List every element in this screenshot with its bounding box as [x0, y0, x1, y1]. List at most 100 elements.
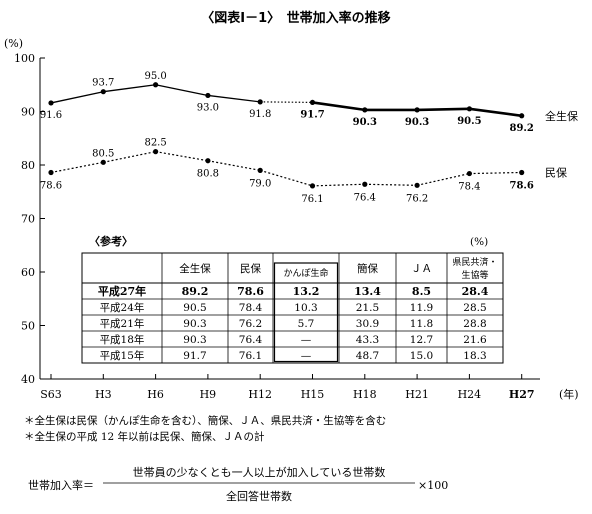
reference-table-cell: 48.7	[356, 350, 379, 362]
series-minpo-segment	[364, 183, 418, 186]
series-zenseiho-label: 93.7	[92, 78, 114, 89]
reference-table-cell: 28.5	[463, 302, 486, 314]
series-minpo-label: 78.6	[40, 180, 62, 191]
reference-table-title: 〈参考〉	[89, 234, 133, 248]
series-zenseiho-label: 91.8	[249, 109, 271, 120]
series-zenseiho-label: 89.2	[510, 123, 534, 134]
x-tick-label: H27	[509, 388, 535, 401]
series-zenseiho-point	[100, 89, 106, 95]
chart-title: 〈図表Ⅰ－1〉 世帯加入率の推移	[201, 10, 390, 26]
reference-table-cell: 15.0	[410, 350, 433, 362]
series-minpo-point	[100, 159, 106, 165]
series-zenseiho-label: 91.7	[300, 109, 324, 120]
reference-table-cell: 76.4	[239, 334, 263, 346]
reference-table-header: ＪＡ	[411, 263, 432, 275]
series-zenseiho-point	[519, 113, 525, 119]
y-tick-label: 90	[21, 106, 35, 119]
series-minpo-point	[466, 170, 472, 177]
series-minpo-segment	[416, 172, 470, 186]
reference-table-cell: 12.7	[410, 334, 433, 346]
reference-table-header: かんぽ生命	[283, 267, 328, 279]
series-minpo-label: 80.5	[92, 148, 114, 159]
series-minpo-segment	[207, 160, 261, 171]
reference-table-cell: 89.2	[182, 285, 209, 298]
reference-table-cell: 43.3	[356, 334, 379, 346]
series-zenseiho-segment	[312, 101, 365, 112]
series-minpo-point	[153, 149, 159, 155]
formula-numerator: 世帯員の少なくとも一人以上が加入している世帯数	[133, 465, 386, 479]
series-minpo-name: 民保	[545, 165, 567, 179]
series-minpo-segment	[260, 169, 313, 187]
reference-table-header: 民保	[240, 262, 261, 275]
series-zenseiho-point	[48, 100, 54, 106]
reference-table-cell: 13.4	[354, 285, 381, 298]
y-tick-label: 100	[14, 52, 35, 65]
series-zenseiho-point	[309, 99, 316, 106]
series-zenseiho-point	[362, 107, 368, 113]
x-tick-label: H12	[248, 388, 272, 401]
series-minpo-segment	[469, 171, 522, 175]
series-zenseiho-segment	[417, 107, 470, 112]
series-zenseiho-label: 93.0	[197, 102, 219, 113]
reference-table-cell: 76.2	[239, 318, 262, 330]
series-zenseiho-point	[205, 92, 211, 99]
series-minpo-point	[205, 158, 211, 164]
x-axis-unit: (年)	[559, 387, 579, 401]
series-minpo-label: 78.4	[458, 182, 480, 193]
series-zenseiho-segment	[260, 101, 313, 104]
series-zenseiho-label: 90.3	[405, 117, 429, 128]
y-ticks: 40 50 60 70 80 90 100	[14, 52, 45, 386]
y-axis-unit: (%)	[4, 37, 23, 50]
reference-table-kanpo-highlight	[273, 262, 339, 363]
series-minpo-label: 76.1	[301, 194, 323, 205]
series-zenseiho-point	[414, 107, 420, 113]
reference-table-cell: 90.3	[183, 334, 206, 346]
x-tick-label: H3	[95, 388, 112, 401]
reference-table-cell: 21.6	[463, 334, 487, 346]
series-zenseiho-label: 90.5	[457, 116, 481, 127]
formula-denominator: 全回答世帯数	[226, 489, 292, 503]
series-zenseiho-segment	[469, 107, 522, 118]
reference-table-cell: 21.5	[356, 302, 379, 314]
series-minpo-segment	[312, 183, 365, 187]
reference-table-year: 平成21年	[100, 317, 145, 330]
series-minpo-point	[519, 169, 525, 176]
reference-table-cell: —	[301, 334, 312, 346]
y-tick-label: 70	[21, 213, 35, 226]
series-minpo-label: 76.2	[406, 193, 428, 204]
series-minpo-point	[48, 169, 54, 176]
series-minpo-label: 76.4	[354, 192, 376, 203]
series-minpo-point	[257, 167, 263, 173]
series-minpo-label: 79.0	[249, 178, 271, 189]
reference-table-cell: 28.4	[462, 285, 489, 298]
series-zenseiho-point	[257, 99, 263, 105]
reference-table-cell: 30.9	[356, 318, 379, 330]
series-zenseiho-label: 90.3	[353, 117, 377, 128]
series-zenseiho-label: 95.0	[144, 71, 166, 82]
series-zenseiho-name: 全生保	[545, 109, 578, 123]
series-zenseiho-point	[466, 106, 472, 112]
reference-table-year: 平成15年	[100, 349, 145, 362]
series-zenseiho-point	[153, 82, 159, 88]
reference-table-cell: 90.5	[183, 302, 206, 314]
reference-table-unit: (%)	[470, 236, 488, 248]
reference-table-cell: 13.2	[293, 285, 320, 298]
reference-table-year: 平成24年	[100, 301, 145, 314]
series-minpo-point	[309, 183, 316, 189]
reference-table-cell: 91.7	[183, 350, 206, 362]
series-minpo-label: 80.8	[197, 169, 219, 180]
y-tick-label: 40	[21, 373, 35, 386]
note-2: ＊全生保の平成 12 年以前は民保、簡保、ＪＡの計	[24, 430, 265, 443]
x-tick-label: H15	[301, 388, 325, 401]
series-zenseiho-segment	[50, 91, 104, 104]
x-tick-label: S63	[40, 388, 62, 401]
series-minpo-segment	[155, 151, 209, 162]
reference-table-cell: 78.6	[237, 285, 264, 298]
y-tick-label: 80	[21, 159, 35, 172]
reference-table-cell: 76.1	[239, 350, 262, 362]
formula-lhs: 世帯加入率＝	[28, 478, 94, 492]
reference-table-header: 簡保	[357, 262, 378, 275]
y-tick-label: 60	[21, 266, 35, 279]
series-minpo-segment	[103, 151, 156, 163]
